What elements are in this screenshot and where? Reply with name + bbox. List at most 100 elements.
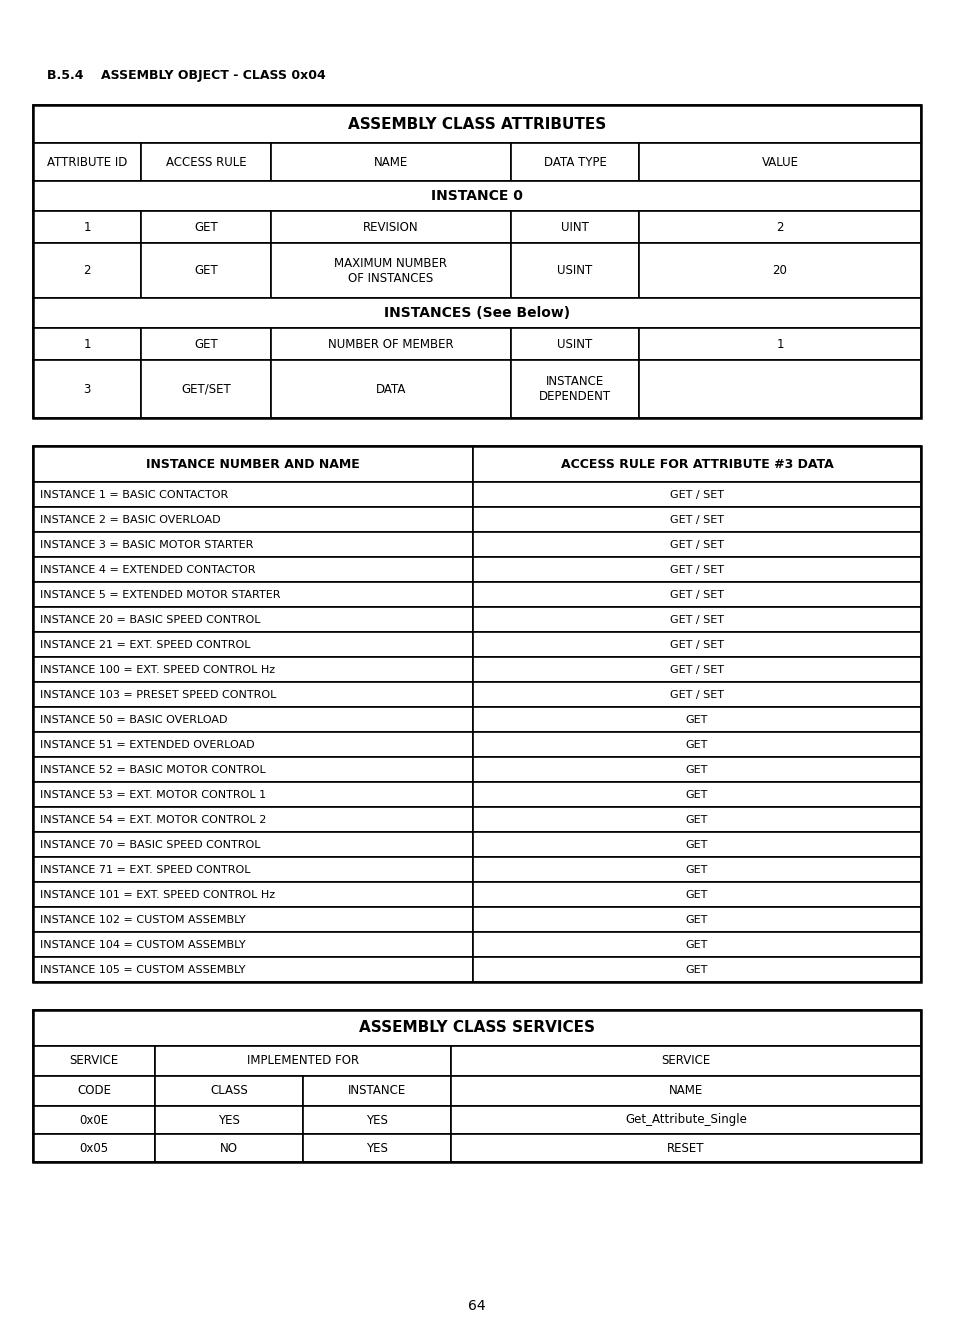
Bar [639, 329, 920, 359]
Bar [154, 1075, 303, 1106]
Bar [33, 1010, 920, 1046]
Bar [511, 329, 639, 359]
Bar [473, 657, 920, 683]
Text: CLASS: CLASS [210, 1085, 248, 1097]
Bar [33, 831, 473, 857]
Text: 1: 1 [83, 220, 91, 233]
Text: SERVICE: SERVICE [660, 1054, 710, 1067]
Text: NAME: NAME [668, 1085, 702, 1097]
Text: INSTANCE 102 = CUSTOM ASSEMBLY: INSTANCE 102 = CUSTOM ASSEMBLY [40, 915, 245, 924]
Text: INSTANCE 3 = BASIC MOTOR STARTER: INSTANCE 3 = BASIC MOTOR STARTER [40, 539, 253, 550]
Bar [33, 582, 473, 607]
Text: USINT: USINT [557, 264, 592, 278]
Bar [271, 211, 511, 243]
Bar [154, 1134, 303, 1163]
Bar [451, 1106, 920, 1134]
Text: NAME: NAME [374, 156, 408, 169]
Bar [473, 607, 920, 632]
Text: GET: GET [685, 715, 707, 724]
Bar [303, 1134, 451, 1163]
Bar [511, 211, 639, 243]
Text: GET: GET [685, 739, 707, 750]
Text: 0x0E: 0x0E [79, 1113, 109, 1126]
Bar [473, 447, 920, 481]
Text: GET: GET [685, 839, 707, 849]
Text: GET: GET [685, 940, 707, 949]
Bar [33, 857, 473, 882]
Text: GET: GET [193, 264, 217, 278]
Text: MAXIMUM NUMBER
OF INSTANCES: MAXIMUM NUMBER OF INSTANCES [335, 256, 447, 284]
Bar [473, 957, 920, 982]
Text: INSTANCE 105 = CUSTOM ASSEMBLY: INSTANCE 105 = CUSTOM ASSEMBLY [40, 964, 245, 975]
Text: GET: GET [685, 964, 707, 975]
Text: GET / SET: GET / SET [669, 590, 723, 599]
Bar [33, 481, 473, 507]
Bar [33, 1075, 154, 1106]
Text: GET: GET [193, 338, 217, 350]
Bar [639, 243, 920, 298]
Text: ATTRIBUTE ID: ATTRIBUTE ID [47, 156, 127, 169]
Text: INSTANCE: INSTANCE [348, 1085, 406, 1097]
Bar [511, 359, 639, 418]
Bar [473, 557, 920, 582]
Text: DATA TYPE: DATA TYPE [543, 156, 606, 169]
Bar [473, 707, 920, 732]
Text: ACCESS RULE: ACCESS RULE [166, 156, 246, 169]
Bar [511, 243, 639, 298]
Text: INSTANCE 2 = BASIC OVERLOAD: INSTANCE 2 = BASIC OVERLOAD [40, 515, 220, 524]
Bar [141, 329, 271, 359]
Bar [33, 782, 473, 807]
Bar [33, 1106, 154, 1134]
Text: 64: 64 [468, 1299, 485, 1313]
Text: DATA: DATA [375, 382, 406, 396]
Text: VALUE: VALUE [760, 156, 798, 169]
Text: INSTANCE 1 = BASIC CONTACTOR: INSTANCE 1 = BASIC CONTACTOR [40, 489, 228, 499]
Bar [451, 1134, 920, 1163]
Bar [33, 807, 473, 831]
Bar [33, 507, 473, 532]
Text: GET / SET: GET / SET [669, 689, 723, 700]
Bar [639, 359, 920, 418]
Text: ASSEMBLY CLASS SERVICES: ASSEMBLY CLASS SERVICES [358, 1021, 595, 1035]
Text: INSTANCE 50 = BASIC OVERLOAD: INSTANCE 50 = BASIC OVERLOAD [40, 715, 227, 724]
Text: REVISION: REVISION [363, 220, 418, 233]
Bar [271, 329, 511, 359]
Bar [473, 481, 920, 507]
Bar [141, 143, 271, 181]
Bar [473, 732, 920, 758]
Bar [303, 1075, 451, 1106]
Text: NO: NO [220, 1141, 237, 1155]
Text: ASSEMBLY CLASS ATTRIBUTES: ASSEMBLY CLASS ATTRIBUTES [348, 117, 605, 131]
Bar [33, 298, 920, 329]
Bar [154, 1046, 451, 1075]
Bar [33, 329, 141, 359]
Bar [33, 143, 141, 181]
Text: GET: GET [193, 220, 217, 233]
Bar [473, 782, 920, 807]
Bar [141, 211, 271, 243]
Text: YES: YES [218, 1113, 240, 1126]
Bar [271, 359, 511, 418]
Text: INSTANCE 51 = EXTENDED OVERLOAD: INSTANCE 51 = EXTENDED OVERLOAD [40, 739, 254, 750]
Text: YES: YES [366, 1113, 388, 1126]
Text: GET: GET [685, 814, 707, 825]
Bar [639, 143, 920, 181]
Text: GET / SET: GET / SET [669, 565, 723, 574]
Bar [473, 582, 920, 607]
Bar [33, 632, 473, 657]
Bar [33, 447, 920, 982]
Text: INSTANCE
DEPENDENT: INSTANCE DEPENDENT [538, 375, 611, 404]
Bar [33, 732, 473, 758]
Bar [473, 932, 920, 957]
Bar [33, 105, 920, 143]
Text: INSTANCE 70 = BASIC SPEED CONTROL: INSTANCE 70 = BASIC SPEED CONTROL [40, 839, 260, 849]
Bar [473, 907, 920, 932]
Bar [33, 447, 473, 481]
Text: INSTANCE NUMBER AND NAME: INSTANCE NUMBER AND NAME [146, 457, 359, 471]
Text: GET: GET [685, 865, 707, 874]
Text: 1: 1 [776, 338, 783, 350]
Bar [33, 932, 473, 957]
Bar [154, 1106, 303, 1134]
Bar [33, 607, 473, 632]
Bar [33, 907, 473, 932]
